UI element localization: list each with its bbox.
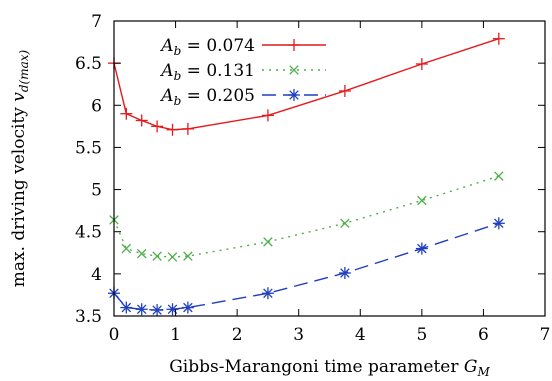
data-point (121, 243, 132, 254)
plot-frame (113, 20, 546, 317)
data-point (166, 303, 179, 316)
series-line (113, 222, 500, 311)
plot-marks (108, 32, 505, 317)
data-point (181, 301, 194, 314)
y-tick-label: 3.5 (75, 307, 102, 327)
legend-label-subscript: b (174, 94, 182, 108)
x-tick-label: 4 (355, 325, 366, 345)
data-point (494, 171, 504, 181)
x-tick-label: 0 (109, 325, 120, 345)
y-tick-label: 5 (91, 181, 102, 201)
legend-label-subscript: b (174, 69, 182, 83)
series-line (113, 175, 500, 258)
legend-marker (288, 89, 300, 101)
data-point (183, 251, 193, 261)
x-tick-label: 7 (540, 325, 551, 345)
data-point (415, 242, 428, 255)
y-tick-label: 6.5 (75, 54, 102, 74)
y-tick-label: 6 (91, 96, 102, 116)
data-point (492, 217, 505, 230)
y-tick-label: 4 (91, 265, 102, 285)
x-axis-label-subscript: M (476, 365, 490, 379)
data-point (340, 218, 350, 229)
x-axis-label-main: Gibbs-Marangoni time parameter (169, 357, 464, 377)
data-point (338, 267, 351, 280)
x-axis-label: Gibbs-Marangoni time parameter GM (169, 357, 490, 379)
legend-label: Ab = 0.131 (159, 61, 255, 83)
series-line (113, 38, 500, 131)
legend-marker (289, 65, 299, 75)
data-point (120, 107, 133, 120)
y-tick-label: 7 (91, 12, 102, 32)
data-point (167, 252, 178, 262)
data-point (181, 122, 194, 135)
y-axis-label-symbol: v (9, 92, 29, 102)
data-point (136, 248, 147, 259)
y-tick-label: 5.5 (75, 138, 102, 158)
y-axis-label-subscript: d(max) (17, 49, 31, 92)
y-axis-label: max. driving velocity vd(max) (9, 49, 31, 287)
legend-label-value: = 0.205 (181, 86, 255, 106)
data-point (151, 304, 164, 317)
data-point (492, 32, 505, 45)
legend-label-subscript: b (174, 44, 182, 58)
data-point (263, 237, 273, 247)
legend-label-value: = 0.074 (181, 36, 255, 56)
data-point (338, 84, 351, 97)
x-axis-label-symbol: G (464, 357, 478, 377)
x-tick-label: 5 (416, 325, 427, 345)
x-tick-label: 2 (232, 325, 243, 345)
data-point (152, 251, 162, 261)
data-point (261, 109, 274, 122)
x-tick-label: 6 (478, 325, 489, 345)
x-tick-label: 3 (293, 325, 304, 345)
legend-label: Ab = 0.205 (159, 86, 255, 108)
data-point (135, 114, 148, 127)
y-tick-label: 4.5 (75, 223, 102, 243)
data-point (261, 287, 274, 300)
legend-label-value: = 0.131 (181, 61, 255, 81)
legend-label: Ab = 0.074 (159, 36, 255, 58)
data-point (151, 120, 164, 133)
data-point (120, 301, 133, 314)
legend-label-symbol: A (159, 86, 173, 106)
data-point (166, 123, 179, 136)
axis-ticks: 0 1 2 3 4 5 6 7 3.5 4 4.5 5 5.5 6 6.5 7 (75, 12, 550, 345)
y-axis-label-main: max. driving velocity (9, 102, 29, 288)
legend-label-symbol: A (159, 61, 173, 81)
legend-marker (288, 39, 300, 51)
legend-label-symbol: A (159, 36, 173, 56)
data-point (415, 57, 428, 70)
data-point (417, 195, 427, 206)
x-tick-label: 1 (170, 325, 181, 345)
data-point (135, 303, 148, 316)
